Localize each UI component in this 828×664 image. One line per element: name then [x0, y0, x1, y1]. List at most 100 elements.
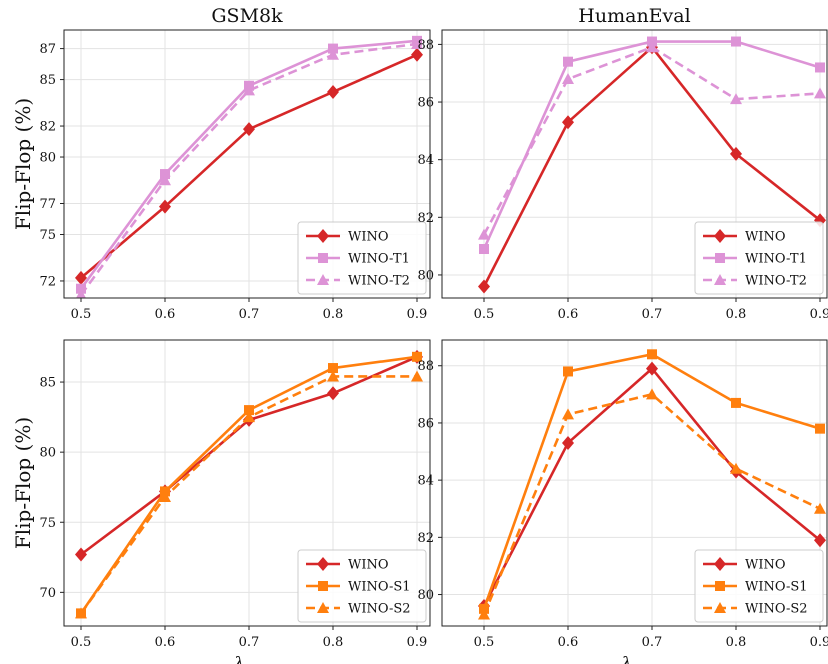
- series-wino-s2: [75, 370, 423, 619]
- x-tick-label: 0.6: [558, 635, 579, 650]
- legend-label: WINO: [745, 230, 786, 245]
- x-tick-label: 0.6: [155, 307, 176, 322]
- x-tick-label: 0.6: [558, 307, 579, 322]
- data-point: [76, 288, 86, 298]
- panel-title: HumanEval: [578, 5, 690, 27]
- data-point: [159, 174, 171, 186]
- legend-marker: [714, 602, 726, 613]
- legend-label: WINO: [348, 230, 389, 245]
- legend-marker: [715, 581, 725, 591]
- plot-area: [75, 349, 423, 619]
- data-point: [563, 366, 573, 377]
- legend-item: WINO-S1: [306, 580, 411, 595]
- data-point: [328, 363, 338, 374]
- data-point: [160, 169, 170, 180]
- data-point: [478, 608, 490, 620]
- legend-item: WINO-S2: [306, 602, 411, 617]
- data-point: [562, 408, 574, 420]
- x-tick-label: 0.9: [810, 635, 828, 650]
- legend-marker: [317, 602, 329, 613]
- legend-marker: [318, 253, 328, 263]
- legend-item: WINO-S1: [703, 580, 808, 595]
- data-point: [159, 199, 171, 214]
- data-point: [814, 87, 826, 99]
- panel-4: 80828486880.50.60.70.80.9λ1WINOWINO-S1WI…: [417, 339, 828, 664]
- legend-box: [297, 549, 427, 623]
- data-point: [646, 361, 658, 376]
- legend-marker: [714, 274, 726, 285]
- data-point: [562, 435, 574, 450]
- legend-label: WINO-S2: [348, 602, 411, 617]
- y-tick-label: 84: [417, 474, 434, 489]
- y-tick-label: 85: [39, 73, 56, 88]
- legend-marker: [317, 229, 329, 243]
- x-tick-label: 0.9: [810, 307, 828, 322]
- x-tick-label: 0.6: [155, 635, 176, 650]
- legend: WINO WINO-T1 WINO-T2: [297, 221, 427, 295]
- axes-frame: [441, 29, 828, 299]
- legend-item: WINO: [703, 229, 786, 245]
- data-point: [327, 370, 339, 382]
- legend-marker: [714, 229, 726, 243]
- legend-label: WINO-T2: [745, 274, 807, 289]
- x-tick-label: 0.5: [474, 635, 495, 650]
- legend-item: WINO-S2: [703, 602, 808, 617]
- x-axis-label: λ1: [620, 654, 639, 664]
- y-tick-label: 88: [417, 359, 434, 374]
- data-point: [75, 607, 87, 619]
- legend-label: WINO-T1: [745, 252, 807, 267]
- x-tick-label: 0.5: [474, 307, 495, 322]
- y-tick-label: 82: [417, 531, 434, 546]
- legend-item: WINO-T1: [703, 252, 807, 267]
- y-tick-label: 75: [39, 228, 56, 243]
- data-point: [562, 72, 574, 84]
- y-axis-label: Flip-Flop (%): [11, 98, 35, 230]
- data-point: [411, 370, 423, 382]
- data-point: [75, 270, 87, 285]
- data-point: [411, 47, 423, 62]
- series-wino-s2: [478, 388, 826, 620]
- legend-label: WINO-S1: [745, 580, 808, 595]
- data-point: [647, 349, 657, 360]
- legend-marker: [715, 253, 725, 263]
- legend: WINO WINO-S1 WINO-S2: [297, 549, 427, 623]
- data-point: [327, 84, 339, 99]
- legend-label: WINO-S1: [348, 580, 411, 595]
- x-tick-label: 0.5: [71, 635, 92, 650]
- panel-3: 70 75 80 85 0.5 0.6 0.7 0.8 0.9 Flip-Flop (%) λ1 WI…: [11, 339, 431, 664]
- legend-box: [694, 221, 824, 295]
- legend-label: WINO-T2: [348, 274, 410, 289]
- y-tick-label: 80: [417, 268, 434, 283]
- plot-area: [478, 349, 826, 620]
- y-tick-label: 86: [417, 416, 434, 431]
- legend-box: [297, 221, 427, 295]
- x-tick-label: 0.7: [642, 635, 663, 650]
- y-tick-label: 87: [39, 42, 56, 57]
- legend-marker: [317, 274, 329, 285]
- data-point: [243, 411, 255, 423]
- legend-label: WINO: [745, 558, 786, 573]
- x-tick-label: 0.7: [239, 307, 260, 322]
- data-point: [814, 533, 826, 548]
- data-point: [646, 41, 658, 53]
- data-point: [478, 279, 490, 294]
- data-point: [479, 244, 489, 255]
- y-tick-label: 77: [39, 197, 56, 212]
- series-wino-t2: [76, 37, 423, 298]
- legend-item: WINO-T1: [306, 252, 410, 267]
- x-tick-label: 0.9: [407, 307, 428, 322]
- x-tick-label: 0.7: [642, 307, 663, 322]
- data-point: [243, 84, 255, 96]
- series-line: [79, 42, 418, 296]
- data-point: [327, 48, 339, 60]
- y-axis-label: Flip-Flop (%): [11, 417, 35, 549]
- axes-frame: [63, 339, 431, 627]
- y-tick-label: 82: [417, 211, 434, 226]
- x-tick-label: 0.8: [726, 307, 747, 322]
- data-point: [646, 388, 658, 400]
- x-tick-label: 0.9: [407, 635, 428, 650]
- legend-marker: [317, 557, 329, 571]
- data-point: [563, 56, 573, 67]
- data-point: [76, 283, 86, 294]
